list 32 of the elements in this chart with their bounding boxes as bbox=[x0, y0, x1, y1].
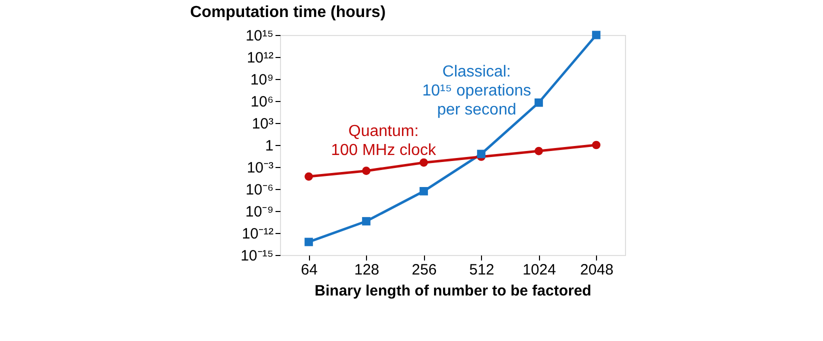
series-label: Classical: 10¹⁵ operations per second bbox=[422, 64, 532, 119]
y-tick-label: 10⁻¹⁵ bbox=[240, 248, 274, 264]
y-tick-label: 10⁻⁹ bbox=[245, 204, 274, 220]
y-tick-label: 10⁻¹² bbox=[242, 226, 274, 242]
x-tick-label: 256 bbox=[412, 262, 437, 278]
y-tick-label: 10⁻⁶ bbox=[246, 182, 274, 198]
x-tick-label: 2048 bbox=[580, 262, 614, 278]
point bbox=[534, 98, 543, 107]
point bbox=[477, 150, 486, 158]
y-tick-label: 10⁹ bbox=[250, 72, 274, 88]
y-tick-label: 10¹⁵ bbox=[246, 28, 274, 44]
point bbox=[420, 187, 428, 196]
y-tick-label: 10⁶ bbox=[250, 94, 274, 110]
point bbox=[420, 158, 428, 167]
y-tick-label: 10⁻³ bbox=[246, 160, 274, 176]
x-tick-label: 128 bbox=[354, 262, 380, 278]
point bbox=[592, 30, 600, 40]
x-tick-label: 64 bbox=[300, 262, 318, 278]
series-label: Quantum: 100 MHz clock bbox=[331, 123, 437, 159]
x-tick-label: 512 bbox=[469, 262, 494, 278]
point bbox=[304, 238, 313, 246]
point bbox=[304, 172, 313, 181]
x-tick-label: 1024 bbox=[522, 262, 556, 278]
chart-title: Computation time (hours) bbox=[190, 4, 386, 21]
point bbox=[592, 140, 600, 150]
x-axis-title: Binary length of number to be factored bbox=[314, 282, 592, 300]
y-tick-label: 10³ bbox=[252, 116, 274, 132]
y-tick-label: 1 bbox=[265, 138, 274, 154]
point bbox=[534, 146, 543, 156]
point bbox=[362, 166, 370, 176]
point bbox=[362, 217, 370, 226]
y-tick-label: 10¹² bbox=[246, 50, 274, 66]
